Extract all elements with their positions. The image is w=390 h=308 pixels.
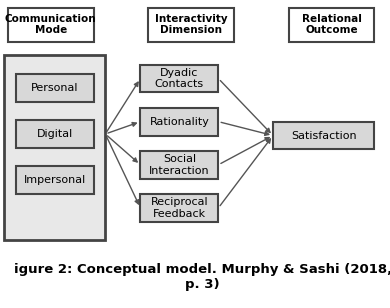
Text: Interactivity
Dimension: Interactivity Dimension xyxy=(155,14,227,35)
FancyBboxPatch shape xyxy=(148,8,234,42)
FancyBboxPatch shape xyxy=(140,194,218,222)
Text: Relational
Outcome: Relational Outcome xyxy=(301,14,362,35)
FancyBboxPatch shape xyxy=(140,151,218,179)
FancyBboxPatch shape xyxy=(140,65,218,92)
FancyBboxPatch shape xyxy=(289,8,374,42)
Text: Reciprocal
Feedback: Reciprocal Feedback xyxy=(151,197,208,219)
Text: Rationality: Rationality xyxy=(149,117,209,127)
Text: Digital: Digital xyxy=(37,129,73,139)
FancyBboxPatch shape xyxy=(273,122,374,149)
Text: Dyadic
Contacts: Dyadic Contacts xyxy=(155,68,204,89)
Text: Personal: Personal xyxy=(31,83,78,93)
FancyBboxPatch shape xyxy=(16,166,94,194)
Text: Communication
Mode: Communication Mode xyxy=(5,14,96,35)
Text: igure 2: Conceptual model. Murphy & Sashi (2018,
p. 3): igure 2: Conceptual model. Murphy & Sash… xyxy=(14,263,390,291)
FancyBboxPatch shape xyxy=(140,108,218,136)
FancyBboxPatch shape xyxy=(4,55,105,240)
Text: Impersonal: Impersonal xyxy=(23,175,86,185)
Text: Social
Interaction: Social Interaction xyxy=(149,154,210,176)
FancyBboxPatch shape xyxy=(8,8,94,42)
Text: Satisfaction: Satisfaction xyxy=(291,131,356,140)
FancyBboxPatch shape xyxy=(16,120,94,148)
FancyBboxPatch shape xyxy=(16,74,94,102)
